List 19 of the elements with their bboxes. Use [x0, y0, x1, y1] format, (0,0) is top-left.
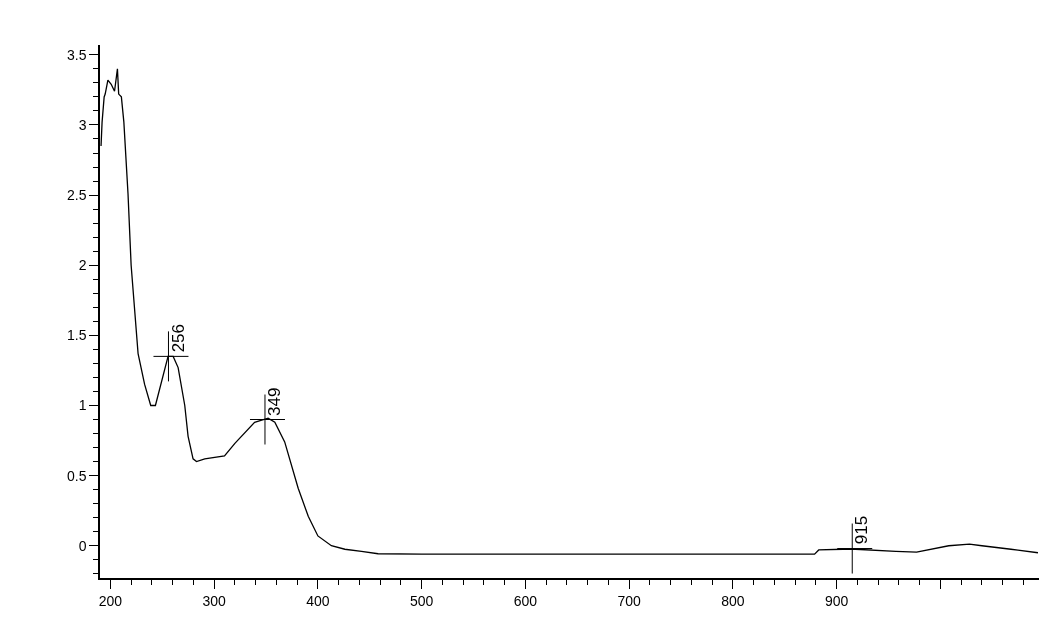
x-tick-label: 800 [721, 592, 745, 609]
annotation: 256 [168, 323, 188, 353]
annotation: 349 [264, 387, 284, 416]
y-tick-label: 3 [78, 116, 87, 133]
x-tick-label: 200 [98, 592, 123, 609]
y-tick-label: 0 [78, 537, 87, 554]
x-tick-label: 700 [617, 592, 642, 609]
annotation: 915 [852, 515, 872, 545]
y-tick-label: 0.5 [66, 467, 87, 484]
y-tick-label: 3.5 [66, 46, 87, 63]
y-tick-label: 2.5 [66, 186, 87, 203]
x-tick-label: 500 [409, 592, 434, 609]
y-tick-label: 1 [78, 397, 87, 414]
x-tick-label: 300 [202, 592, 227, 609]
x-tick-label: 900 [824, 592, 849, 609]
x-tick-label: 400 [306, 592, 330, 609]
y-tick-label: 1.5 [66, 327, 87, 344]
y-tick-label: 2 [78, 257, 87, 274]
x-tick-label: 600 [513, 592, 538, 609]
